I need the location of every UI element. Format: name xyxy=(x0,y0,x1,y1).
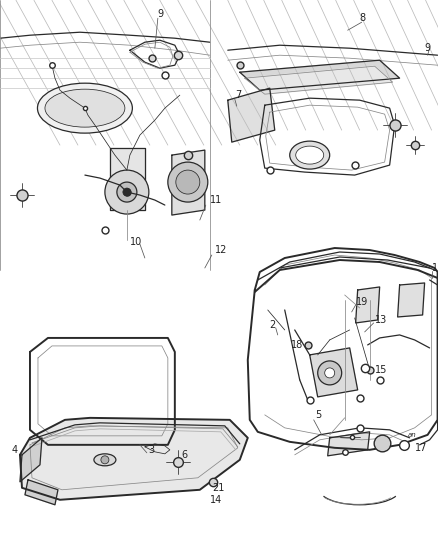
Text: 9: 9 xyxy=(424,43,431,53)
Polygon shape xyxy=(172,150,205,215)
Text: 3: 3 xyxy=(148,445,154,455)
Polygon shape xyxy=(356,287,380,323)
Text: 19: 19 xyxy=(356,297,368,307)
Polygon shape xyxy=(328,432,370,456)
Circle shape xyxy=(306,343,310,347)
Text: 12: 12 xyxy=(215,245,227,255)
Text: 11: 11 xyxy=(210,195,222,205)
Ellipse shape xyxy=(290,141,330,169)
Circle shape xyxy=(163,73,167,77)
Text: 5: 5 xyxy=(315,410,321,420)
Circle shape xyxy=(238,63,242,67)
Text: 2: 2 xyxy=(269,320,276,330)
Ellipse shape xyxy=(45,89,125,127)
Circle shape xyxy=(176,170,200,194)
Circle shape xyxy=(401,442,406,447)
Polygon shape xyxy=(20,418,248,500)
Text: 13: 13 xyxy=(374,315,387,325)
Circle shape xyxy=(378,439,385,447)
Polygon shape xyxy=(310,348,358,397)
Circle shape xyxy=(210,479,215,484)
Text: 17: 17 xyxy=(415,443,427,453)
Polygon shape xyxy=(110,148,145,210)
Text: 4: 4 xyxy=(12,445,18,455)
Text: 15: 15 xyxy=(374,365,387,375)
Ellipse shape xyxy=(38,83,132,133)
Polygon shape xyxy=(245,66,392,94)
Circle shape xyxy=(123,188,131,196)
Text: 10: 10 xyxy=(130,237,142,247)
Polygon shape xyxy=(398,283,424,317)
Circle shape xyxy=(117,182,137,202)
Circle shape xyxy=(19,192,25,198)
Circle shape xyxy=(176,53,180,57)
Polygon shape xyxy=(228,88,275,142)
Circle shape xyxy=(101,456,109,464)
Text: 9: 9 xyxy=(158,9,164,19)
Circle shape xyxy=(318,361,342,385)
Circle shape xyxy=(175,459,181,465)
Polygon shape xyxy=(25,480,58,505)
Text: 6: 6 xyxy=(182,450,188,460)
Text: an: an xyxy=(408,432,417,438)
Polygon shape xyxy=(240,60,399,90)
Text: 8: 8 xyxy=(360,13,366,23)
Text: 7: 7 xyxy=(235,90,241,100)
Circle shape xyxy=(392,122,398,128)
Circle shape xyxy=(168,162,208,202)
Text: 1: 1 xyxy=(431,263,438,273)
Text: 14: 14 xyxy=(210,495,222,505)
Text: 18: 18 xyxy=(290,340,303,350)
Ellipse shape xyxy=(94,454,116,466)
Circle shape xyxy=(105,170,149,214)
Ellipse shape xyxy=(296,146,324,164)
Circle shape xyxy=(325,368,335,378)
Text: 21: 21 xyxy=(212,483,224,493)
Circle shape xyxy=(412,143,417,148)
Polygon shape xyxy=(20,438,42,482)
